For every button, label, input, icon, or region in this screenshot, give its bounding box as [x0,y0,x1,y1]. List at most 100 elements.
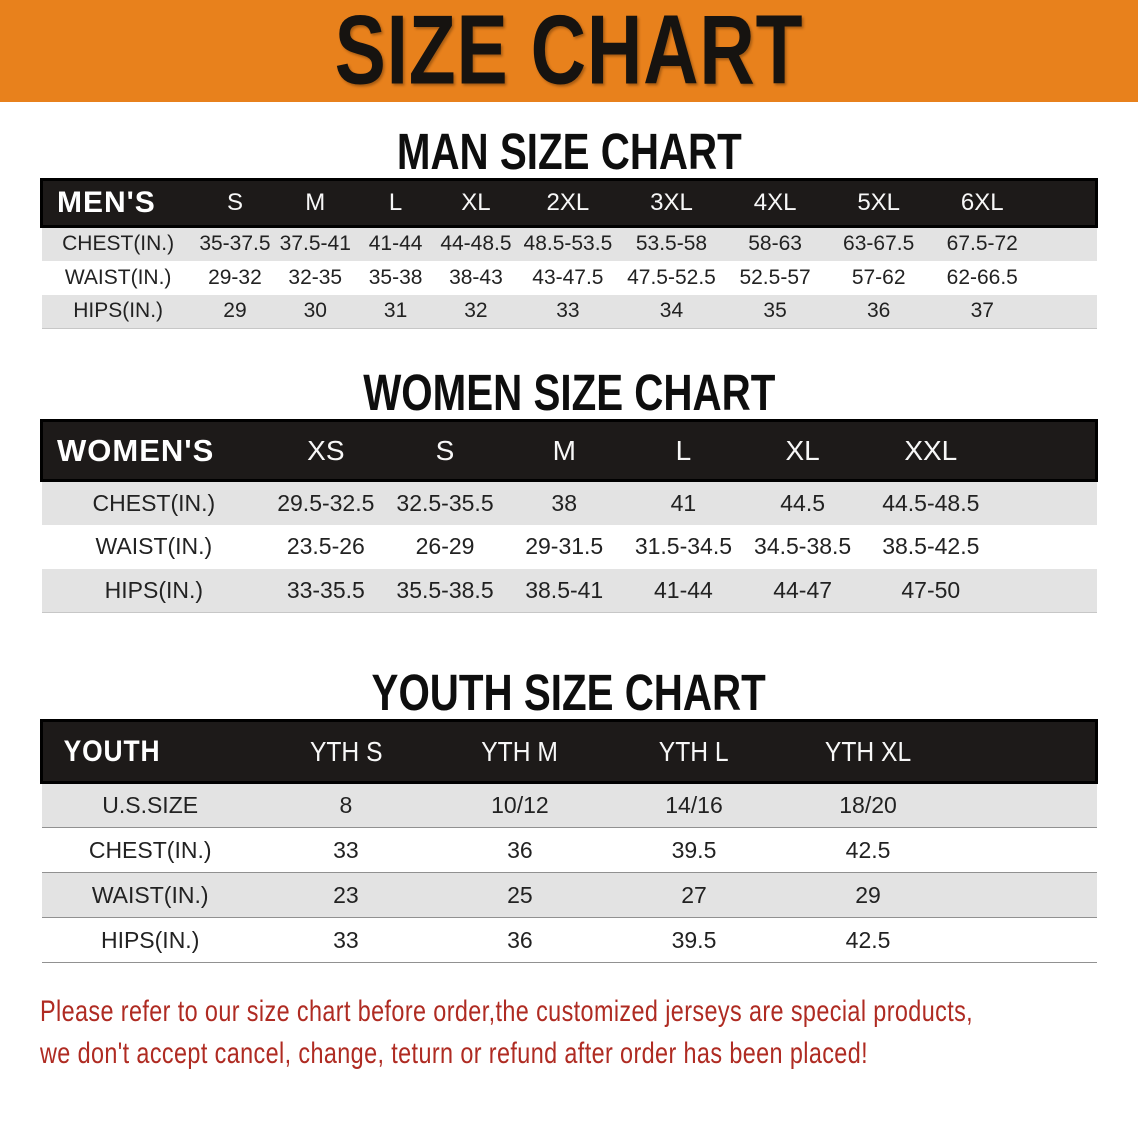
size-value: 31 [355,294,436,329]
header-spacer [999,419,1099,482]
row-spacer [999,568,1097,613]
measurement-row-label: CHEST(IN.) [62,232,175,256]
size-value: 44-47 [743,568,863,613]
women-size-table: WOMEN'S XS S M L XL XXL CHEST(IN.) 29.5-32.5 32.5… [40,419,1099,613]
row-spacer [1034,261,1096,295]
size-column-header: YTH M [432,719,607,784]
size-value: 29.5-32.5 [277,489,375,516]
size-value: 37 [930,294,1035,329]
size-value: 41-44 [623,568,744,613]
size-column-header: 4XL [723,178,827,228]
measurement-row: HIPS(IN.) 33-35.5 35.5-38.5 38.5-41 41-44 44-… [41,568,1097,613]
measurement-row: WAIST(IN.) 29-32 32-35 35-38 38-43 43-47.5 47.… [41,260,1097,295]
row-spacer [955,827,1097,873]
measurement-row: U.S.SIZE 8 10/12 14/16 18/20 [41,782,1097,828]
size-value: 41-44 [368,232,423,256]
size-value: 38-43 [449,265,503,289]
size-column-header: XXL [862,419,1000,482]
measurement-row: CHEST(IN.) 35-37.5 37.5-41 41-44 44-48.5 48.5… [41,226,1097,261]
size-value: 36 [432,917,607,963]
size-value: 23 [258,872,433,918]
size-value: 35.5-38.5 [385,568,505,613]
measurement-row: CHEST(IN.) 33 36 39.5 42.5 [41,827,1097,873]
header-spacer [1034,178,1099,228]
size-value: 29-31.5 [525,533,604,559]
size-value: 52.5-57 [739,265,811,289]
size-value: 58-63 [748,232,802,256]
size-column-header: M [504,419,624,482]
size-value: 29 [194,294,276,329]
size-value: 38 [551,489,578,516]
size-value: 36 [432,827,607,873]
size-value: 43-47.5 [532,265,604,289]
size-value: 30 [275,294,356,329]
size-value: 57-62 [851,265,906,289]
size-value: 44.5-48.5 [882,489,980,516]
size-value: 47-50 [862,568,1000,613]
table-header-label: MEN'S [39,178,195,228]
size-value: 39.5 [606,827,782,873]
row-spacer [955,782,1097,828]
row-spacer [999,481,1096,525]
size-value: 53.5-58 [635,232,708,256]
size-value: 29-32 [208,265,262,289]
size-value: 8 [258,782,433,828]
size-column-header: M [275,178,356,228]
size-value: 33 [258,917,433,963]
measurement-row-label: U.S.SIZE [41,782,259,828]
size-column-header: 6XL [930,178,1035,228]
header-spacer [955,719,1099,784]
men-size-table: MEN'S S M L XL 2XL 3XL 4XL 5XL 6XL CHEST(IN.) 35-37… [39,178,1099,329]
size-value: 62-66.5 [946,265,1018,289]
size-column-header: 3XL [619,178,724,228]
size-value: 39.5 [606,917,782,963]
measurement-row-label: CHEST(IN.) [41,827,259,873]
row-spacer [1034,227,1096,261]
table-header-row: YOUTH YTH S YTH M YTH L YTH XL [39,719,1099,784]
size-value: 29 [781,872,956,918]
women-section-heading: WOMEN SIZE CHART [362,365,776,422]
measurement-row-label: WAIST(IN.) [41,872,259,918]
size-column-header: 5XL [826,178,931,228]
size-column-header: L [355,178,436,228]
table-header-row: MEN'S S M L XL 2XL 3XL 4XL 5XL 6XL [39,178,1099,228]
size-value: 42.5 [781,827,956,873]
size-value: 36 [826,294,931,329]
size-value: 33-35.5 [266,568,386,613]
size-column-header: XL [743,419,863,482]
size-column-header: S [194,178,276,228]
size-value: 33 [516,294,620,329]
size-column-header: XL [435,178,517,228]
disclaimer-line-1: Please refer to our size chart before or… [40,995,974,1028]
size-value: 48.5-53.5 [523,232,613,256]
size-value: 38.5-41 [504,568,624,613]
size-value: 14/16 [606,782,782,828]
banner: SIZE CHART [0,0,1138,102]
youth-size-table: YOUTH YTH S YTH M YTH L YTH XL U.S.SIZE 8 10/12… [39,719,1099,963]
measurement-row-label: WAIST(IN.) [64,265,172,289]
size-value: 33 [258,827,433,873]
size-value: 44.5 [780,489,826,516]
row-spacer [955,872,1097,918]
size-value: 25 [432,872,607,918]
table-header-row: WOMEN'S XS S M L XL XXL [40,419,1099,482]
size-value: 26-29 [415,533,475,559]
size-value: 34.5-38.5 [754,533,852,559]
table-header-label: WOMEN'S [40,419,267,482]
size-value: 23.5-26 [286,533,365,559]
size-column-header: S [385,419,505,482]
row-spacer [1034,294,1097,329]
size-value: 35-37.5 [199,232,271,256]
measurement-row-label: WAIST(IN.) [95,533,213,559]
size-value: 37.5-41 [279,232,351,256]
size-column-header: YTH S [258,719,433,784]
youth-section-heading: YOUTH SIZE CHART [371,665,767,722]
size-value: 32 [435,294,517,329]
size-value: 41 [670,489,697,516]
size-value: 42.5 [781,917,956,963]
measurement-row: WAIST(IN.) 23 25 27 29 [41,872,1097,918]
size-column-header: XS [266,419,386,482]
size-value: 18/20 [781,782,956,828]
size-value: 38.5-42.5 [882,533,980,559]
